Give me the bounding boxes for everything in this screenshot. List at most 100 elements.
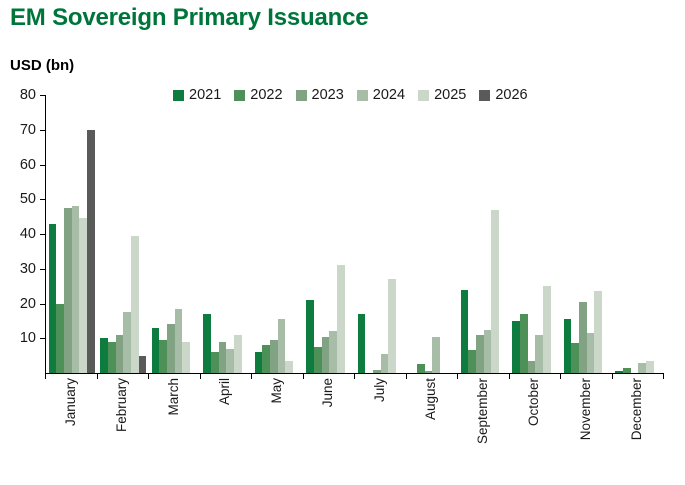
bar-2023-january	[64, 207, 72, 373]
y-tick-label-20: 20	[19, 295, 36, 312]
x-label-august: August	[423, 378, 439, 421]
bar-2022-september	[468, 350, 477, 373]
bar-2021-november	[563, 319, 572, 373]
x-tick-mark	[405, 374, 407, 379]
bar-2025-september	[491, 209, 500, 373]
bar-2025-june	[336, 265, 345, 373]
y-tick-mark	[40, 199, 45, 201]
bar-2022-january	[56, 303, 65, 373]
bar-2024-october	[535, 334, 543, 373]
bar-2024-december	[638, 362, 646, 373]
legend-label-2026: 2026	[495, 87, 528, 103]
bar-2024-january	[71, 206, 80, 373]
bar-2021-january	[48, 223, 57, 373]
x-label-december: December	[629, 378, 645, 441]
bar-2021-february	[100, 338, 108, 373]
x-tick-mark	[96, 374, 98, 379]
x-label-may: May	[268, 378, 284, 404]
legend-label-2024: 2024	[372, 87, 406, 103]
bar-2021-june	[306, 300, 314, 373]
bar-2024-february	[123, 312, 131, 373]
x-tick-mark	[611, 374, 613, 379]
x-label-september: September	[474, 378, 490, 445]
bar-2025-february	[130, 235, 139, 373]
y-tick-mark	[40, 303, 45, 305]
bar-2022-may	[262, 345, 271, 373]
bar-2024-may	[277, 319, 286, 373]
y-tick-label-40: 40	[19, 226, 36, 242]
bar-2021-september	[460, 289, 469, 373]
bar-2024-november	[586, 333, 595, 373]
x-label-february: February	[114, 378, 130, 433]
bar-2022-october	[519, 313, 528, 373]
legend-item-2024: 2024	[356, 87, 406, 103]
bar-2024-august	[432, 336, 440, 373]
x-tick-mark	[457, 374, 458, 379]
legend-swatch-2026	[479, 89, 491, 101]
legend-item-2021: 2021	[173, 87, 221, 103]
x-label-june: June	[320, 378, 336, 408]
chart-title: EM Sovereign Primary Issuance	[10, 4, 369, 31]
legend-item-2026: 2026	[479, 87, 528, 103]
x-tick-mark	[663, 374, 664, 379]
legend-swatch-2021	[173, 89, 184, 101]
y-tick-mark	[40, 164, 45, 166]
bar-2023-july	[373, 369, 381, 373]
legend-swatch-2023	[295, 89, 307, 101]
bar-2022-november	[571, 343, 580, 373]
bar-2022-april	[210, 352, 219, 373]
legend-item-2025: 2025	[418, 87, 466, 103]
x-label-july: July	[371, 378, 387, 403]
legend-label-2021: 2021	[189, 87, 222, 103]
bar-2025-january	[79, 218, 88, 373]
y-tick-mark	[40, 95, 45, 96]
bar-2022-march	[159, 340, 168, 373]
bar-2023-october	[527, 360, 536, 373]
y-tick-mark	[40, 338, 45, 340]
legend-item-2022: 2022	[234, 87, 283, 103]
bar-2022-august	[416, 364, 425, 373]
bar-2021-march	[151, 327, 160, 373]
legend-swatch-2025	[418, 89, 430, 101]
legend: 2021 2022 2023 2024 2025 2026	[173, 87, 528, 103]
x-tick-mark	[148, 374, 149, 379]
x-tick-mark	[508, 374, 510, 379]
x-tick-mark	[302, 374, 304, 379]
legend-label-2025: 2025	[434, 87, 467, 103]
bar-2025-march	[182, 341, 191, 373]
bar-2024-march	[174, 308, 183, 373]
y-tick-label-80: 80	[19, 87, 36, 103]
y-tick-label-30: 30	[19, 260, 36, 277]
bar-2023-april	[218, 341, 227, 373]
y-tick-label-50: 50	[19, 191, 36, 208]
bar-2026-january	[87, 129, 95, 373]
bar-2025-december	[645, 360, 654, 373]
bar-2022-december	[622, 367, 631, 373]
x-tick-mark	[251, 374, 252, 379]
plot-area	[45, 95, 664, 374]
x-label-april: April	[217, 378, 233, 406]
bar-2023-september	[476, 334, 484, 373]
x-label-october: October	[526, 378, 542, 427]
legend-label-2023: 2023	[311, 87, 344, 103]
x-tick-mark	[199, 374, 201, 379]
bar-2021-october	[512, 320, 520, 373]
y-tick-label-60: 60	[19, 156, 36, 173]
bar-2025-may	[285, 360, 294, 373]
bar-2024-september	[483, 329, 492, 373]
bar-2023-june	[321, 336, 330, 373]
bar-2023-may	[270, 340, 278, 373]
bar-2025-october	[542, 286, 551, 373]
bar-2025-april	[233, 334, 242, 373]
bar-2021-may	[254, 352, 263, 373]
bar-2021-july	[357, 313, 366, 373]
bar-2026-february	[138, 355, 147, 373]
legend-item-2023: 2023	[295, 87, 344, 103]
x-tick-mark	[560, 374, 561, 379]
bar-2024-april	[226, 348, 234, 373]
x-label-january: January	[62, 378, 78, 427]
legend-label-2022: 2022	[250, 87, 283, 103]
y-tick-mark	[40, 234, 45, 235]
y-tick-label-70: 70	[19, 121, 36, 138]
bar-2021-december	[615, 371, 623, 373]
